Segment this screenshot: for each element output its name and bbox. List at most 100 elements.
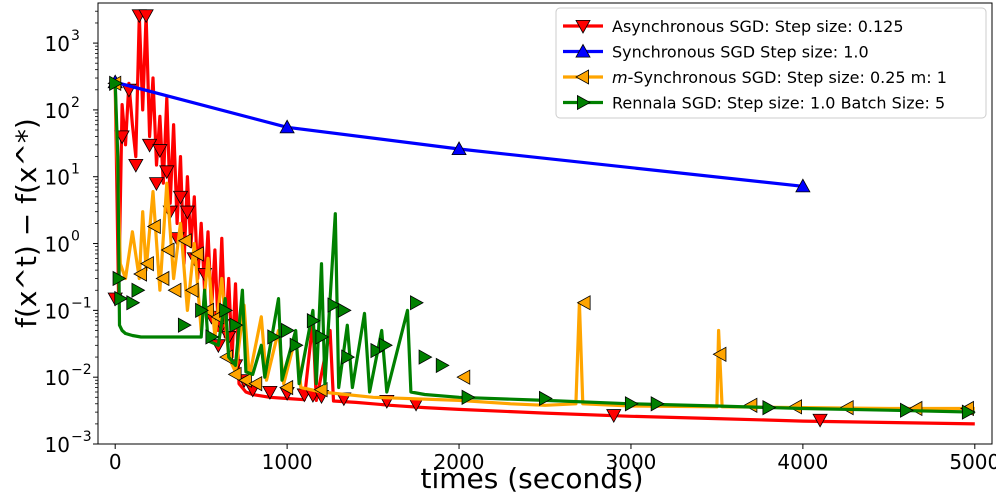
legend-marker-4 (577, 94, 591, 111)
series-3-marker (177, 233, 192, 249)
series-4-marker (177, 317, 192, 333)
legend-italic-part: m (612, 68, 628, 87)
series-3-marker (227, 366, 242, 383)
series-4-marker (900, 402, 914, 418)
y-tick-exponent: 1 (71, 162, 80, 178)
series-1-marker (138, 9, 154, 24)
series-3-marker (184, 282, 199, 298)
legend-marker-2 (575, 43, 591, 58)
legend-label-4: Rennala SGD: Step size: 1.0 Batch Size: … (612, 94, 945, 113)
legend-text-part: Synchronous SGD Step size: 1.0 (612, 43, 869, 62)
x-tick-label: 1000 (262, 450, 313, 474)
y-tick-exponent: −2 (71, 362, 92, 378)
legend-label-3: m-Synchronous SGD: Step size: 0.25 m: 1 (612, 68, 947, 87)
series-4-marker (126, 295, 141, 311)
series-4-marker (461, 389, 476, 405)
series-3-marker (167, 282, 182, 298)
series-4-marker (624, 396, 639, 412)
series-3-marker (160, 242, 175, 258)
legend: Asynchronous SGD: Step size: 0.125 Synchr… (555, 7, 987, 119)
series-layer (107, 9, 976, 428)
series-2-marker (795, 178, 811, 193)
x-tick-label: 3000 (606, 450, 657, 474)
series-3-marker (189, 246, 204, 262)
legend-text-part: -Synchronous SGD: Step size: 0.25 m: 1 (628, 68, 947, 87)
series-4-marker (337, 302, 352, 319)
legend-marker-3 (575, 69, 589, 85)
legend-marker-1 (575, 19, 591, 34)
y-tick-label: 10 (45, 32, 70, 56)
series-4-marker (762, 399, 777, 416)
series-4-marker (219, 302, 234, 319)
series-3-marker (839, 399, 854, 416)
x-axis-label: times (seconds) (420, 462, 643, 495)
series-4-marker (341, 349, 356, 365)
series-3-marker (155, 270, 170, 287)
series-4-marker (435, 357, 450, 374)
legend-frame (555, 7, 987, 119)
y-tick-exponent: −1 (71, 295, 92, 311)
series-4-marker (205, 329, 220, 345)
series-3-marker (712, 346, 727, 362)
y-tick-label: 10 (45, 366, 70, 390)
x-tick-label: 0 (109, 450, 122, 474)
series-4-marker (410, 295, 424, 311)
series-3-marker (146, 218, 161, 235)
y-tick-label: 10 (45, 99, 70, 123)
x-tick-label: 5000 (949, 450, 996, 474)
series-1-marker (148, 177, 165, 192)
series-4-marker (229, 317, 244, 333)
legend-label-1: Asynchronous SGD: Step size: 0.125 (612, 17, 904, 36)
series-1-marker (128, 158, 144, 173)
y-tick-exponent: 0 (71, 229, 80, 245)
series-4-marker (539, 390, 553, 407)
y-tick-label: 10 (45, 433, 70, 457)
legend-label-2: Synchronous SGD Step size: 1.0 (612, 43, 869, 62)
series-1-marker (152, 144, 168, 158)
series-4-marker (306, 313, 321, 329)
series-4-marker (195, 302, 209, 319)
series-3-marker (279, 379, 294, 396)
series-4-marker (289, 337, 304, 353)
series-3-marker (248, 375, 263, 392)
series-4-marker (650, 396, 665, 412)
series-4-marker (961, 404, 976, 420)
series-3-marker (456, 369, 471, 385)
y-tick-exponent: 2 (71, 95, 80, 111)
y-tick-label: 10 (45, 299, 70, 323)
series-4-marker (379, 337, 393, 353)
legend-text-part: Rennala SGD: Step size: 1.0 Batch Size: … (612, 94, 945, 113)
y-tick-exponent: 3 (71, 28, 80, 44)
series-1-marker (179, 205, 196, 220)
series-3-marker (238, 372, 252, 388)
series-1-marker (606, 409, 622, 424)
series-4-marker (370, 342, 385, 359)
series-3-marker (140, 255, 154, 272)
y-tick-label: 10 (45, 166, 70, 190)
series-3-marker (576, 295, 591, 311)
series-4-marker (327, 297, 342, 313)
series-4-marker (114, 290, 129, 307)
series-1-marker (262, 386, 278, 400)
series-line-4 (113, 83, 975, 414)
series-4-marker (315, 329, 330, 345)
series-4-marker (131, 282, 146, 298)
series-2-marker (279, 119, 295, 134)
series-1-marker (159, 165, 175, 180)
svg-text:f(x^t) − f(x^*): f(x^t) − f(x^*) (10, 118, 43, 328)
series-1-marker (812, 413, 828, 428)
y-tick-label: 10 (45, 233, 70, 257)
series-line-2 (114, 80, 804, 188)
series-3-marker (133, 266, 147, 282)
legend-text-part: Asynchronous SGD: Step size: 0.125 (612, 17, 904, 36)
series-4-marker (267, 329, 282, 345)
series-4-marker (281, 322, 295, 339)
series-4-marker (112, 270, 127, 287)
y-axis-label: f(x^t) − f(x^*) (10, 118, 43, 328)
series-2-marker (451, 141, 467, 155)
x-tick-label: 2000 (434, 450, 485, 474)
series-1-marker (172, 190, 189, 205)
x-tick-label: 4000 (777, 450, 828, 474)
